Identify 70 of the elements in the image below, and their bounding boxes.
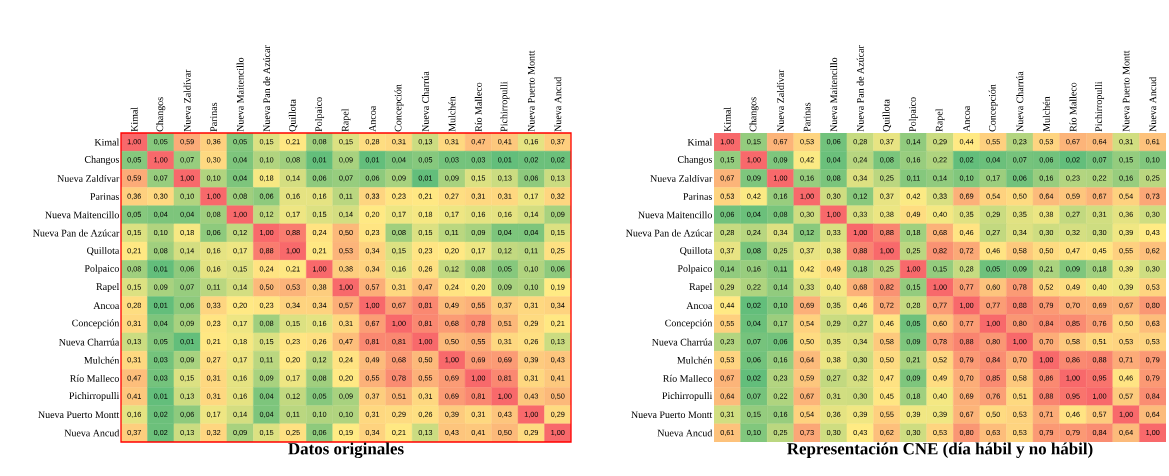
x-tick-label: Nueva Maitencillo xyxy=(236,57,244,132)
x-tick-label: Río Malleco xyxy=(474,82,482,132)
x-tick-label: Changos xyxy=(749,97,759,132)
x-tick-label: Concepción xyxy=(394,84,404,132)
y-tick-label: Río Malleco xyxy=(663,374,712,382)
x-tick-label: Rapel xyxy=(935,108,945,132)
y-tick-label: Nueva Charrúa xyxy=(652,338,713,346)
x-tick-label: Mulchén xyxy=(1042,96,1050,132)
y-tick-label: Pichirropulli xyxy=(662,392,713,402)
y-tick-label: Kimal xyxy=(687,138,713,146)
x-tick-label: Pichirropulli xyxy=(1095,81,1105,132)
x-tick-label: Concepción xyxy=(988,84,998,132)
y-tick-label: Ancoa xyxy=(686,302,713,310)
x-tick-label: Quillota xyxy=(288,99,298,132)
x-tick-label: Nueva Puerto Montt xyxy=(1122,50,1130,132)
x-tick-label: Parinas xyxy=(803,102,811,132)
x-tick-label: Nueva Puerto Montt xyxy=(527,50,535,132)
y-tick-label: Concepción xyxy=(665,319,713,329)
x-tick-label: Pichirropulli xyxy=(500,81,510,132)
x-tick-label: Ancoa xyxy=(963,105,970,132)
y-tick-label: Mulchén xyxy=(677,356,713,364)
x-tick-label: Río Malleco xyxy=(1069,82,1077,132)
x-tick-label: Ancoa xyxy=(369,105,376,132)
y-tick-label: Parinas xyxy=(683,193,712,200)
y-tick-label: Parinas xyxy=(90,193,119,200)
y-tick-label: Polpaico xyxy=(84,264,119,274)
text: Representación CNE (día hábil y no hábil) xyxy=(787,442,1093,458)
x-tick-label: Parinas xyxy=(210,102,217,132)
x-tick-label: Nueva Zaldívar xyxy=(183,69,191,132)
y-tick-label: Nueva Zaldívar xyxy=(650,174,713,182)
y-tick-label: Quillota xyxy=(680,246,713,256)
y-tick-label: Nueva Pan de Azúcar xyxy=(33,229,120,237)
y-tick-label: Nueva Ancud xyxy=(657,429,713,437)
y-tick-label: Rapel xyxy=(96,282,120,293)
y-tick-label: Kimal xyxy=(94,138,120,146)
x-tick-label: Quillota xyxy=(882,99,892,132)
y-tick-label: Pichirropulli xyxy=(69,392,120,402)
y-tick-label: Rapel xyxy=(689,282,713,293)
x-tick-label: Nueva Ancud xyxy=(1149,76,1157,132)
x-tick-label: Nueva Pan de Azúcar xyxy=(856,45,864,132)
x-tick-label: Nueva Charrúa xyxy=(1016,71,1024,132)
y-tick-label: Nueva Puerto Montt xyxy=(38,411,120,419)
y-tick-label: Concepción xyxy=(72,319,120,329)
y-tick-label: Polpaico xyxy=(677,264,712,274)
x-tick-label: Nueva Charrúa xyxy=(421,71,429,132)
x-tick-label: Mulchén xyxy=(448,96,456,132)
x-tick-label: Rapel xyxy=(341,108,351,132)
text: Datos originales xyxy=(288,442,404,459)
y-tick-label: Quillota xyxy=(87,246,120,256)
y-tick-label: Mulchén xyxy=(84,356,120,364)
y-tick-label: Nueva Pan de Azúcar xyxy=(626,229,713,237)
y-tick-label: Changos xyxy=(677,155,712,165)
x-tick-label: Nueva Ancud xyxy=(554,76,562,132)
y-tick-label: Nueva Zaldívar xyxy=(57,174,120,182)
y-tick-label: Ancoa xyxy=(93,302,120,310)
y-tick-label: Nueva Ancud xyxy=(64,429,120,437)
x-tick-label: Nueva Pan de Azúcar xyxy=(263,45,271,132)
x-tick-label: Changos xyxy=(156,97,166,132)
x-tick-label: Kimal xyxy=(130,107,138,132)
y-tick-label: Nueva Puerto Montt xyxy=(631,411,713,419)
y-tick-label: Changos xyxy=(84,155,119,165)
y-tick-label: Río Malleco xyxy=(70,374,119,382)
x-tick-label: Nueva Maitencillo xyxy=(830,57,838,132)
y-tick-label: Nueva Maitencillo xyxy=(45,211,119,219)
x-tick-label: Polpaico xyxy=(908,97,918,132)
x-tick-label: Polpaico xyxy=(315,97,325,132)
y-tick-label: Nueva Maitencillo xyxy=(638,211,712,219)
y-tick-label: Nueva Charrúa xyxy=(59,338,120,346)
x-tick-label: Nueva Zaldívar xyxy=(776,69,784,132)
x-tick-label: Kimal xyxy=(723,107,731,132)
